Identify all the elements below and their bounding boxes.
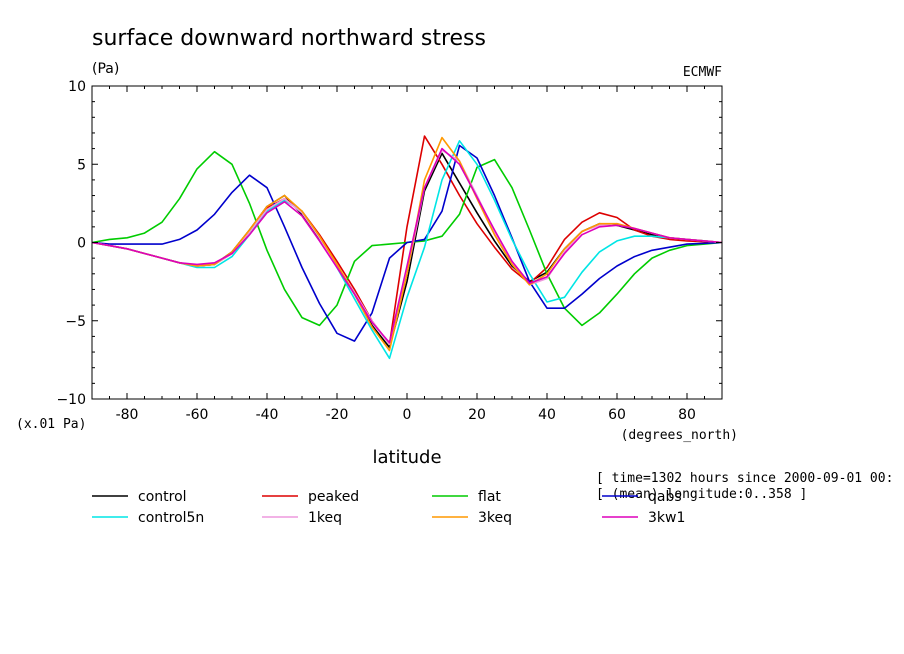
legend: control peaked flat qabs control5n 1keq 3keq 3k… xyxy=(92,489,685,526)
x-tick-label: 0 xyxy=(403,407,412,423)
x-units-label: (degrees_north) xyxy=(621,428,738,443)
legend-item-control: control xyxy=(92,489,187,505)
x-tick-label: -40 xyxy=(256,407,279,423)
legend-label: control5n xyxy=(138,510,204,526)
legend-item-peaked: peaked xyxy=(262,489,359,505)
x-tick-label: 80 xyxy=(678,407,696,423)
y-tick-label: −10 xyxy=(56,392,86,408)
scale-note: (x.01 Pa) xyxy=(16,417,86,432)
chart-title: surface downward northward stress xyxy=(92,26,486,51)
x-tick-label: 40 xyxy=(538,407,556,423)
y-tick-label: 5 xyxy=(77,157,86,173)
series-line-control5n xyxy=(91,140,723,360)
series-line-peaked xyxy=(91,135,723,345)
x-tick-label: 60 xyxy=(608,407,626,423)
series-line-3kw1 xyxy=(91,147,723,344)
info-line-2: [ (mean) longitude:0..358 ] xyxy=(596,487,807,502)
legend-item-1keq: 1keq xyxy=(262,510,342,526)
series-line-1keq xyxy=(91,149,723,345)
legend-label: qabs xyxy=(648,489,682,505)
x-axis-label: latitude xyxy=(372,447,441,468)
legend-label: 3kw1 xyxy=(648,510,685,526)
y-tick-label: 10 xyxy=(68,79,86,95)
y-tick-label: −5 xyxy=(65,314,86,330)
source-label: ECMWF xyxy=(683,65,722,80)
axes: -80 -60 -40 -20 0 20 40 60 80 10 5 0 −5 −10 xyxy=(56,79,723,423)
units-label: (Pa) xyxy=(92,61,119,77)
legend-label: 3keq xyxy=(478,510,512,526)
x-tick-label: -20 xyxy=(326,407,349,423)
legend-label: peaked xyxy=(308,489,359,505)
legend-label: 1keq xyxy=(308,510,342,526)
y-tick-label: 0 xyxy=(77,236,86,252)
legend-item-control5n: control5n xyxy=(92,510,204,526)
series-line-qabs xyxy=(91,144,723,342)
x-tick-label: -60 xyxy=(186,407,209,423)
series-line-3keq xyxy=(91,136,723,352)
legend-label: flat xyxy=(478,489,501,505)
legend-item-3kw1: 3kw1 xyxy=(602,510,685,526)
x-tick-label: -80 xyxy=(116,407,139,423)
legend-item-qabs: qabs xyxy=(602,489,682,505)
legend-item-3keq: 3keq xyxy=(432,510,512,526)
plot-lines xyxy=(91,135,723,360)
info-line-1: [ time=1302 hours since 2000-09-01 00: xyxy=(596,471,893,486)
legend-item-flat: flat xyxy=(432,489,501,505)
series-line-control xyxy=(91,152,723,349)
legend-label: control xyxy=(138,489,187,505)
x-tick-label: 20 xyxy=(468,407,486,423)
